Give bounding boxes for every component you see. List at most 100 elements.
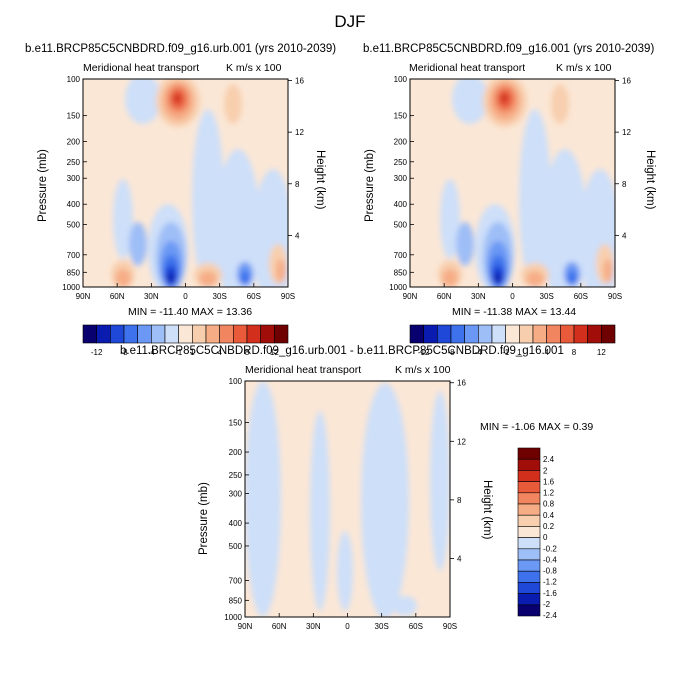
x-tick-label: 0 bbox=[510, 292, 515, 301]
y-tick-label: 250 bbox=[67, 158, 81, 167]
colorbar2-swatch bbox=[464, 324, 479, 344]
x-tick-label: 60S bbox=[409, 622, 423, 631]
colorbar1-label: 8 bbox=[245, 348, 250, 357]
y-right-tick-label: 4 bbox=[457, 554, 462, 563]
panel2-minmax: MIN = -11.38 MAX = 13.44 bbox=[452, 306, 577, 318]
y-tick-label: 150 bbox=[67, 112, 81, 121]
x-tick-label: 30N bbox=[144, 292, 159, 301]
field-blobs bbox=[245, 381, 450, 617]
y-tick-label: 200 bbox=[67, 138, 81, 147]
contour-fill bbox=[452, 79, 488, 124]
contour-fill bbox=[199, 271, 217, 287]
contour-fill bbox=[125, 79, 161, 124]
colorbar2-swatch bbox=[423, 324, 438, 344]
panel1-left-string: Meridional heat transport bbox=[83, 62, 200, 74]
x-tick-label: 30S bbox=[375, 622, 389, 631]
colorbar2-swatch bbox=[409, 324, 424, 344]
contour-fill bbox=[361, 383, 409, 617]
y-tick-label: 850 bbox=[67, 268, 81, 277]
colorbar3-swatch bbox=[517, 559, 541, 572]
contour-fill bbox=[430, 391, 450, 571]
panel3-left-string: Meridional heat transport bbox=[245, 364, 362, 376]
x-tick-label: 90N bbox=[238, 622, 253, 631]
contour-fill bbox=[245, 381, 281, 617]
y-tick-label: 300 bbox=[229, 490, 243, 499]
y-tick-label: 850 bbox=[394, 268, 408, 277]
x-tick-label: 60N bbox=[272, 622, 287, 631]
colorbar2-label: 8 bbox=[572, 348, 577, 357]
x-tick-label: 30N bbox=[306, 622, 321, 631]
y-tick-label: 300 bbox=[67, 174, 81, 183]
colorbar2-label: -1 bbox=[502, 348, 510, 357]
contour-fill bbox=[442, 269, 458, 287]
colorbar3-swatch bbox=[517, 526, 541, 538]
colorbar1-label: -1 bbox=[175, 348, 183, 357]
contour-fill bbox=[526, 271, 544, 287]
colorbar3-label: -2 bbox=[543, 600, 551, 609]
colorbar2-swatch bbox=[587, 324, 602, 344]
colorbar3-swatch bbox=[517, 570, 541, 583]
colorbar2-label: -8 bbox=[447, 348, 455, 357]
panel2-field bbox=[410, 79, 615, 287]
panel2-left-string: Meridional heat transport bbox=[409, 62, 526, 74]
field-blobs bbox=[111, 79, 288, 287]
colorbar2-label: -12 bbox=[418, 348, 430, 357]
colorbar3-swatch bbox=[517, 503, 541, 516]
y-right-tick-label: 8 bbox=[295, 180, 300, 189]
y-tick-label: 400 bbox=[229, 519, 243, 528]
x-tick-label: 60N bbox=[110, 292, 125, 301]
y-right-tick-label: 12 bbox=[457, 437, 466, 446]
contour-fill bbox=[494, 272, 502, 284]
y-right-tick-label: 12 bbox=[622, 128, 631, 137]
colorbar1-label: 12 bbox=[270, 348, 279, 357]
colorbar1-swatch bbox=[219, 324, 234, 344]
y-right-tick-label: 4 bbox=[295, 231, 300, 240]
panel2-title: b.e11.BRCP85C5CNBDRD.f09_g16.001 (yrs 20… bbox=[363, 43, 655, 55]
contour-fill bbox=[456, 222, 474, 266]
y-tick-label: 400 bbox=[67, 200, 81, 209]
colorbar2-swatch bbox=[450, 324, 465, 344]
y-right-tick-label: 8 bbox=[457, 496, 462, 505]
colorbar3-swatch bbox=[517, 458, 541, 471]
contour-fill bbox=[551, 84, 569, 124]
contour-fill bbox=[224, 84, 242, 124]
colorbar3-label: 1.6 bbox=[543, 477, 555, 486]
x-tick-label: 90S bbox=[281, 292, 295, 301]
x-tick-label: 30N bbox=[471, 292, 486, 301]
colorbar3-swatch bbox=[517, 537, 541, 550]
colorbar1-label: 4 bbox=[217, 348, 222, 357]
colorbar1-swatch bbox=[96, 324, 111, 344]
panel3-minmax: MIN = -1.06 MAX = 0.39 bbox=[480, 421, 594, 433]
x-tick-label: 90N bbox=[76, 292, 91, 301]
colorbar3-label: 0.8 bbox=[543, 500, 555, 509]
colorbar2-swatch bbox=[532, 324, 547, 344]
colorbar1-swatch bbox=[246, 324, 261, 344]
y-tick-label: 500 bbox=[394, 220, 408, 229]
y-tick-label: 250 bbox=[394, 158, 408, 167]
page-title: DJF bbox=[334, 12, 366, 31]
panel1-title: b.e11.BRCP85C5CNBDRD.f09_g16.urb.001 (yr… bbox=[25, 43, 337, 55]
contour-fill bbox=[192, 109, 224, 287]
y-tick-label: 250 bbox=[229, 471, 243, 480]
colorbar3-swatch bbox=[517, 604, 541, 617]
colorbar3-swatch bbox=[517, 593, 541, 606]
contour-fill bbox=[240, 271, 250, 285]
colorbar3-swatch bbox=[517, 481, 541, 494]
colorbar3-swatch bbox=[517, 492, 541, 505]
colorbar3-label: -1.6 bbox=[543, 589, 557, 598]
x-tick-label: 90N bbox=[403, 292, 418, 301]
colorbar2-swatch bbox=[505, 324, 520, 344]
x-tick-label: 90S bbox=[608, 292, 622, 301]
colorbar3-label: 2.4 bbox=[543, 455, 555, 464]
colorbar3-label: -1.2 bbox=[543, 578, 557, 587]
contour-fill bbox=[310, 411, 330, 611]
contour-fill bbox=[393, 596, 417, 616]
y-tick-label: 400 bbox=[394, 200, 408, 209]
colorbar3-swatch bbox=[517, 470, 541, 482]
y-tick-label: 1000 bbox=[389, 283, 407, 292]
colorbar2-swatch bbox=[560, 324, 575, 344]
colorbar1-swatch bbox=[82, 324, 97, 344]
colorbar3-label: -2.4 bbox=[543, 611, 557, 620]
x-tick-label: 0 bbox=[183, 292, 188, 301]
